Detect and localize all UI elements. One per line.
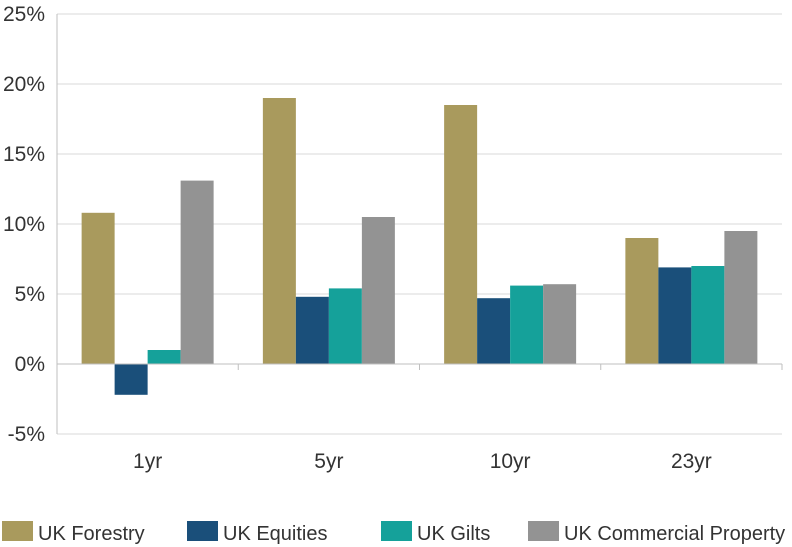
bar-uk-equities-5yr xyxy=(295,296,329,364)
bar-uk-gilts-5yr xyxy=(328,288,362,364)
y-tick-label: 0% xyxy=(15,353,45,376)
x-axis-tick-labels: 1yr 5yr 10yr 23yr xyxy=(133,450,712,473)
legend-label: UK Commercial Property xyxy=(564,523,785,545)
gridlines xyxy=(57,13,782,435)
bar-uk-gilts-1yr xyxy=(147,350,181,364)
bar-uk-commercial-property-10yr xyxy=(543,284,577,364)
bars xyxy=(81,98,758,395)
bar-uk-equities-23yr xyxy=(658,267,692,364)
x-tick-label: 1yr xyxy=(133,450,162,473)
y-tick-label: 15% xyxy=(3,143,45,166)
bar-uk-gilts-23yr xyxy=(691,266,725,364)
bar-uk-commercial-property-23yr xyxy=(724,231,758,364)
y-tick-label: 5% xyxy=(15,283,45,306)
legend-label: UK Gilts xyxy=(417,523,490,545)
x-tick-label: 10yr xyxy=(490,450,531,473)
legend-label: UK Equities xyxy=(223,523,328,545)
legend: UK Forestry UK Equities UK Gilts UK Commerc… xyxy=(2,521,785,545)
legend-swatch xyxy=(187,521,218,541)
bar-uk-forestry-23yr xyxy=(625,238,659,364)
legend-swatch xyxy=(2,521,33,541)
legend-swatch xyxy=(381,521,412,541)
y-tick-label: 20% xyxy=(3,73,45,96)
bar-uk-commercial-property-5yr xyxy=(361,217,395,364)
x-tick-label: 23yr xyxy=(671,450,712,473)
bar-uk-equities-1yr xyxy=(114,364,148,395)
bar-uk-forestry-5yr xyxy=(262,98,296,364)
axes xyxy=(56,14,783,434)
y-tick-label: -5% xyxy=(8,423,45,446)
y-tick-label: 10% xyxy=(3,213,45,236)
legend-swatch xyxy=(528,521,559,541)
bar-uk-forestry-10yr xyxy=(444,105,478,364)
x-tick-label: 5yr xyxy=(314,450,343,473)
y-axis-tick-labels: -5% 0% 5% 10% 15% 20% 25% xyxy=(3,3,45,446)
legend-label: UK Forestry xyxy=(38,523,145,545)
bar-uk-gilts-10yr xyxy=(510,285,544,364)
bar-uk-commercial-property-1yr xyxy=(180,180,214,364)
y-tick-label: 25% xyxy=(3,3,45,26)
bar-uk-forestry-1yr xyxy=(81,212,115,364)
bar-uk-equities-10yr xyxy=(477,298,511,364)
